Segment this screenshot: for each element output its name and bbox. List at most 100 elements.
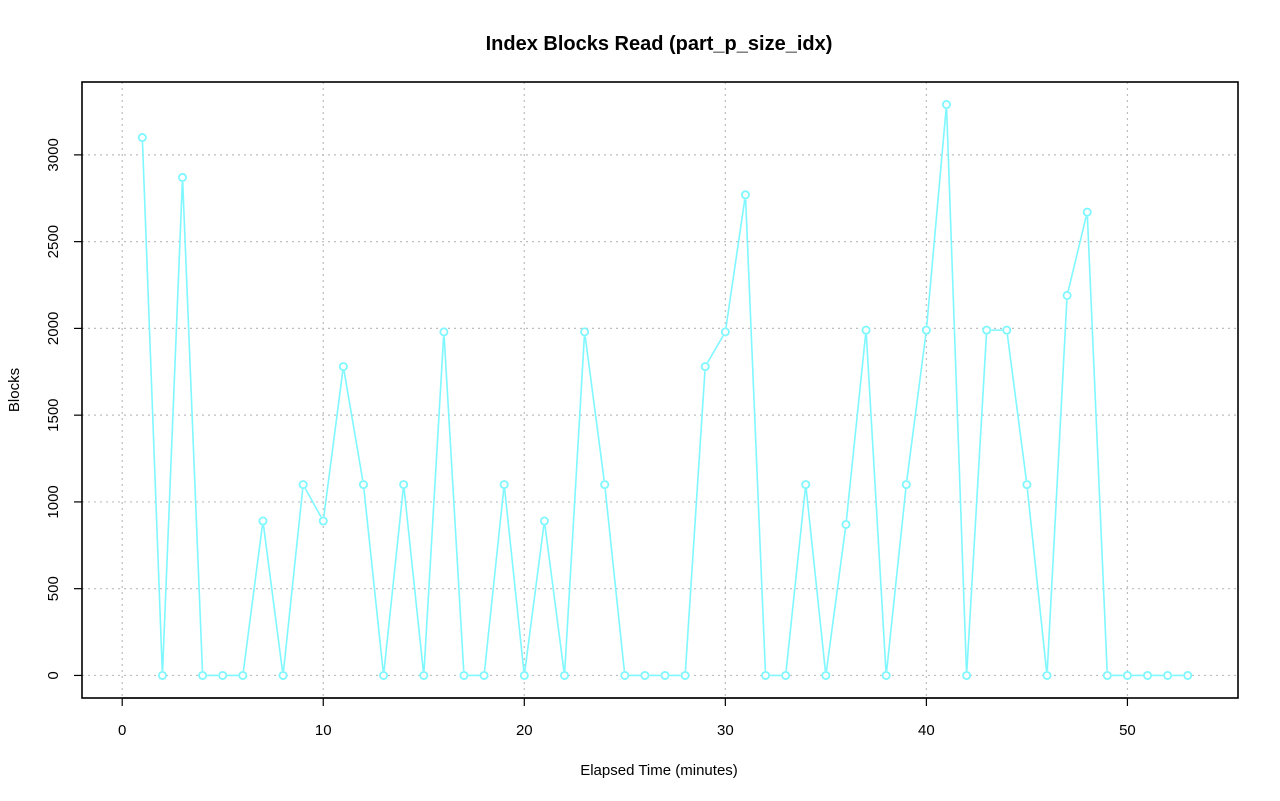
data-point xyxy=(519,670,529,680)
series-line-segment xyxy=(604,489,626,671)
y-tick-label: 500 xyxy=(45,576,62,601)
chart-title: Index Blocks Read (part_p_size_idx) xyxy=(486,33,833,55)
data-point xyxy=(238,670,248,680)
y-tick-label: 3000 xyxy=(45,138,62,171)
data-point xyxy=(157,670,167,680)
data-point xyxy=(178,172,188,182)
data-point xyxy=(620,670,630,680)
y-tick-label: 2000 xyxy=(45,312,62,345)
data-point xyxy=(560,670,570,680)
data-point xyxy=(499,480,509,490)
grid xyxy=(82,82,1238,698)
data-point xyxy=(821,670,831,680)
data-point xyxy=(1122,670,1132,680)
series-line-segment xyxy=(383,489,404,671)
data-point xyxy=(137,133,147,143)
data-point xyxy=(700,362,710,372)
data-point xyxy=(479,670,489,680)
series-line-segment xyxy=(524,525,545,671)
series-line-segment xyxy=(304,488,322,518)
data-point xyxy=(318,516,328,526)
data-point xyxy=(781,670,791,680)
series-line-segment xyxy=(945,109,968,671)
y-tick-label: 1500 xyxy=(45,398,62,431)
series-line-segment xyxy=(1006,334,1028,481)
series-line-segment xyxy=(966,334,988,671)
data-point xyxy=(1022,480,1032,490)
series-line-segment xyxy=(483,489,505,671)
plot-area xyxy=(81,81,1239,699)
data-point xyxy=(640,670,650,680)
x-axis-label: Elapsed Time (minutes) xyxy=(580,762,738,779)
series-line-segment xyxy=(925,109,947,326)
data-point xyxy=(439,327,449,337)
data-point xyxy=(459,670,469,680)
series-line-segment xyxy=(1086,216,1108,671)
x-tick-label: 20 xyxy=(516,722,533,739)
x-tick-label: 10 xyxy=(315,722,332,739)
series-line-segment xyxy=(825,528,847,671)
series-line-segment xyxy=(423,336,445,671)
series-line-segment xyxy=(161,182,184,671)
series-line-segment xyxy=(845,334,867,520)
series-line-segment xyxy=(1026,489,1048,671)
data-point xyxy=(218,670,228,680)
data-point xyxy=(1042,670,1052,680)
y-tick-label: 0 xyxy=(45,671,62,679)
series-line-segment xyxy=(684,371,706,671)
data-point xyxy=(1102,670,1112,680)
series-line-segment xyxy=(725,199,746,328)
data-point xyxy=(680,670,690,680)
x-axis: 0 10 20 30 40 50 xyxy=(118,697,1136,739)
series-line-segment xyxy=(242,525,264,671)
series-line-segment xyxy=(343,370,364,481)
data-point xyxy=(881,670,891,680)
data-series xyxy=(137,100,1193,680)
data-point xyxy=(198,670,208,680)
data-point xyxy=(1183,670,1193,680)
series-line-segment xyxy=(785,489,807,671)
data-point xyxy=(379,670,389,680)
series-line-segment xyxy=(503,489,525,671)
series-line-segment xyxy=(1067,216,1087,292)
series-line-segment xyxy=(805,489,827,671)
data-point xyxy=(720,327,730,337)
data-point xyxy=(761,670,771,680)
data-point xyxy=(298,480,308,490)
data-point xyxy=(740,190,750,200)
data-point xyxy=(1002,325,1012,335)
data-point xyxy=(580,327,590,337)
series-line-segment xyxy=(885,489,907,671)
series-line-segment xyxy=(744,199,767,671)
series-line-segment xyxy=(544,525,565,671)
series-line-segment xyxy=(141,142,164,671)
data-point xyxy=(1082,207,1092,217)
data-point xyxy=(801,480,811,490)
y-axis-label: Blocks xyxy=(6,368,23,412)
x-tick-label: 50 xyxy=(1119,722,1136,739)
series-line-segment xyxy=(262,525,284,671)
y-tick-label: 2500 xyxy=(45,225,62,258)
data-point xyxy=(660,670,670,680)
series-line-segment xyxy=(865,334,887,671)
data-point xyxy=(921,325,931,335)
series-line-segment xyxy=(706,335,724,363)
data-point xyxy=(841,519,851,529)
data-point xyxy=(1163,670,1173,680)
data-point xyxy=(941,100,951,110)
series-line-segment xyxy=(282,489,304,671)
data-point xyxy=(962,670,972,680)
series-line-segment xyxy=(563,336,586,671)
y-tick-label: 1000 xyxy=(45,485,62,518)
data-point xyxy=(1143,670,1153,680)
data-point xyxy=(419,670,429,680)
data-point xyxy=(1062,290,1072,300)
series-line-segment xyxy=(906,334,927,481)
series-line-segment xyxy=(1046,299,1068,671)
data-point xyxy=(258,516,268,526)
data-point xyxy=(278,670,288,680)
series-line-segment xyxy=(363,489,384,671)
data-point xyxy=(982,325,992,335)
data-point xyxy=(901,480,911,490)
